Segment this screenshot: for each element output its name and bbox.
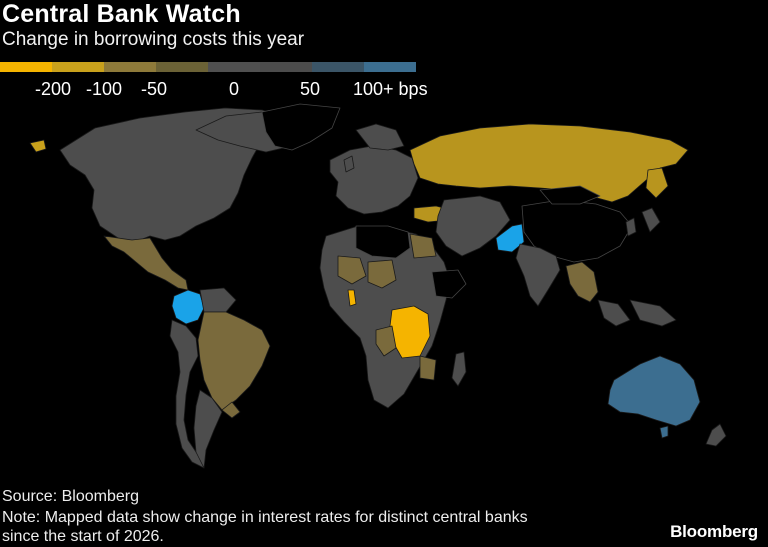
region-colombia bbox=[171, 289, 205, 325]
methodology-note-continued: since the start of 2026. bbox=[2, 528, 164, 545]
legend-tick-label: 100+ bps bbox=[353, 79, 428, 99]
region-pakistan bbox=[495, 223, 525, 253]
legend-swatch-5 bbox=[208, 62, 260, 72]
legend-swatch-8 bbox=[364, 62, 416, 72]
region-egypt bbox=[409, 233, 437, 259]
region-ghana bbox=[347, 289, 357, 307]
legend-tick-labels: -200 -100 -50 0 50 100+ bps bbox=[0, 79, 440, 101]
chart-subtitle: Change in borrowing costs this year bbox=[2, 29, 305, 50]
legend-tick-label: -100 bbox=[86, 79, 123, 99]
legend-tick-label: 0 bbox=[229, 79, 240, 99]
legend-swatch-7 bbox=[312, 62, 364, 72]
legend-swatch-6 bbox=[260, 62, 312, 72]
bloomberg-logo: Bloomberg bbox=[670, 522, 758, 541]
region-brazil bbox=[197, 311, 271, 411]
legend-swatch-1 bbox=[0, 62, 52, 72]
legend-tick-label: -50 bbox=[141, 79, 168, 99]
world-map bbox=[29, 103, 727, 469]
color-legend bbox=[0, 62, 416, 72]
region-russia bbox=[409, 123, 689, 203]
legend-swatch-3 bbox=[104, 62, 156, 72]
legend-swatch-4 bbox=[156, 62, 208, 72]
legend-tick-label: -200 bbox=[35, 79, 72, 99]
source-note: Source: Bloomberg bbox=[2, 488, 139, 505]
legend-swatch-2 bbox=[52, 62, 104, 72]
region-mexico bbox=[103, 235, 189, 291]
region-australia bbox=[607, 355, 701, 427]
chart-title: Central Bank Watch bbox=[2, 0, 241, 28]
methodology-note: Note: Mapped data show change in interes… bbox=[2, 509, 528, 526]
region-india bbox=[515, 243, 561, 307]
region-europe bbox=[329, 145, 419, 215]
legend-tick-label: 50 bbox=[300, 79, 321, 99]
